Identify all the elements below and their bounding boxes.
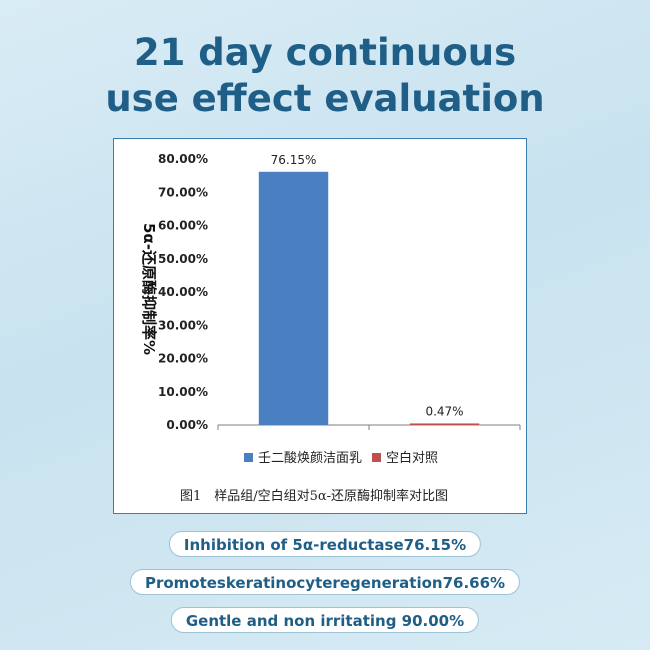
chart-panel: 0.00% 10.00% 20.00% 30.00% 40.00% 50.00% 60.00… [113,138,527,514]
pill-gentle: Gentle and non irritating 90.00% [170,607,480,633]
legend-label-1: 壬二酸焕颜洁面乳 [258,450,362,466]
y-tick-label: 0.00% [166,418,208,432]
bar-value-label: 76.15% [271,153,317,167]
legend-swatch-1 [244,453,253,462]
legend-label-2: 空白对照 [386,450,438,466]
y-axis-label: 5α-还原酶抑制率% [140,223,158,355]
headline-line-1: 21 day continuous [133,31,517,74]
y-tick-label: 70.00% [158,185,208,199]
y-tick-label: 30.00% [158,318,208,332]
y-tick-label: 60.00% [158,219,208,233]
y-tick-label: 80.00% [158,152,208,166]
y-tick-label: 20.00% [158,352,208,366]
bar-value-label: 0.47% [425,404,463,418]
bar-chart: 0.00% 10.00% 20.00% 30.00% 40.00% 50.00% 60.00… [140,152,521,504]
pill-inhibition: Inhibition of 5α-reductase76.15% [168,531,482,557]
y-tick-label: 40.00% [158,285,208,299]
y-tick-label: 10.00% [158,385,208,399]
headline: 21 day continuous use effect evaluation [0,30,650,122]
y-tick-label: 50.00% [158,252,208,266]
pill-regeneration: Promoteskeratinocyteregeneration76.66% [129,569,521,595]
bar-2 [409,423,480,425]
legend-swatch-2 [372,453,381,462]
headline-line-2: use effect evaluation [105,77,545,120]
chart-caption: 图1 样品组/空白组对5α-还原酶抑制率对比图 [180,488,448,504]
bar-1 [258,171,329,425]
